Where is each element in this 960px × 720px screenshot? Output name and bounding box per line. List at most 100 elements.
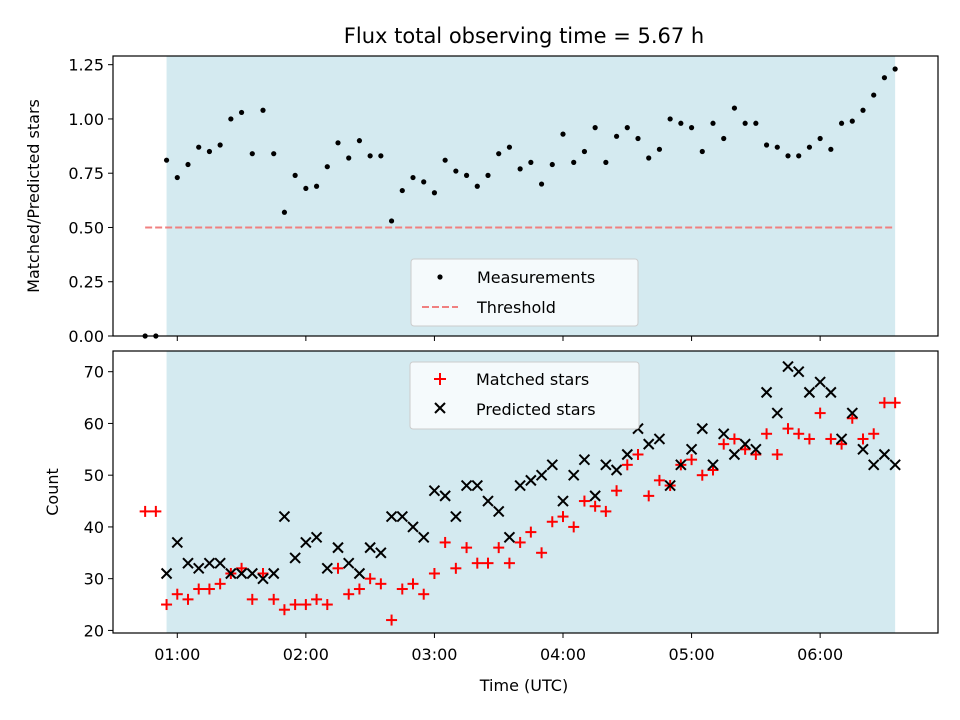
matched-star-point	[611, 485, 623, 497]
predicted-star-point	[396, 510, 408, 523]
measurement-point	[849, 118, 855, 124]
predicted-star-point	[375, 547, 387, 559]
measurement-point	[388, 218, 395, 224]
predicted-star-point	[428, 484, 441, 497]
measurement-point	[699, 148, 705, 155]
matched-star-point	[568, 521, 580, 533]
bottom-y-tick-label: 70	[84, 363, 104, 382]
measurement-point	[399, 187, 405, 194]
measurement-point	[185, 161, 191, 168]
measurement-point	[442, 157, 448, 163]
matched-star-point	[728, 433, 740, 445]
chart-title: Flux total observing time = 5.67 h	[344, 24, 704, 48]
predicted-star-point	[193, 562, 205, 575]
bottom-y-axis-label: Count	[43, 468, 62, 516]
bottom-y-tick-label: 50	[84, 466, 104, 485]
predicted-star-point	[289, 552, 301, 564]
measurement-point	[871, 92, 877, 98]
measurement-point	[753, 120, 759, 126]
measurement-point	[517, 166, 523, 172]
measurement-point	[506, 144, 513, 150]
predicted-star-point	[535, 469, 548, 481]
matched-star-point	[578, 495, 590, 507]
predicted-star-point	[493, 505, 505, 518]
predicted-star-point	[653, 433, 666, 445]
predicted-star-point	[310, 531, 323, 543]
predicted-star-point	[878, 448, 891, 461]
top-y-tick-label: 0.50	[68, 218, 104, 237]
predicted-star-point	[696, 422, 708, 435]
matched-star-point	[782, 423, 794, 435]
bottom-panel-frame	[112, 350, 939, 634]
measurement-point	[721, 135, 727, 142]
matched-star-point	[836, 438, 848, 450]
predicted-star-point	[750, 443, 762, 456]
bottom-y-tick-label: 60	[84, 414, 104, 433]
matched-star-point	[214, 578, 226, 590]
measurement-point	[785, 153, 791, 159]
matched-star-point	[396, 583, 408, 595]
predicted-star-point	[418, 531, 430, 543]
measurement-point	[238, 109, 245, 116]
measurement-point	[603, 159, 609, 165]
measurement-point	[249, 151, 255, 157]
top-y-axis-label: Matched/Predicted stars	[24, 99, 43, 293]
predicted-star-point	[782, 360, 794, 373]
measurement-point	[571, 159, 577, 165]
legend-measurements-label: Measurements	[477, 268, 595, 287]
predicted-star-point	[814, 376, 826, 388]
predicted-star-point	[675, 459, 687, 471]
predicted-star-point	[182, 557, 194, 569]
predicted-star-point	[268, 567, 280, 580]
measurement-point	[335, 140, 341, 146]
matched-star-point	[718, 438, 730, 450]
matched-star-point	[643, 490, 655, 502]
measurement-point	[496, 151, 502, 157]
predicted-star-point	[385, 510, 398, 523]
measurement-point	[271, 151, 277, 157]
matched-star-point	[428, 567, 440, 579]
top-y-tick-label: 0.00	[68, 327, 104, 346]
measurement-point	[763, 142, 770, 148]
predicted-star-point	[760, 386, 773, 399]
measurement-point	[646, 155, 652, 161]
matched-star-point	[375, 578, 387, 590]
predicted-star-point	[643, 438, 655, 450]
legend-matched-label: Matched stars	[476, 370, 589, 389]
matched-star-point	[450, 562, 462, 574]
top-y-tick-label: 1.00	[68, 110, 104, 129]
predicted-star-point	[321, 562, 333, 575]
measurement-point	[453, 168, 459, 174]
predicted-star-point	[600, 459, 612, 471]
matched-star-point	[471, 557, 483, 569]
measurement-point	[538, 181, 545, 187]
matched-star-point	[739, 443, 751, 455]
predicted-star-point	[868, 459, 880, 471]
predicted-star-point	[664, 479, 676, 492]
predicted-star-point	[503, 531, 516, 543]
measurement-point	[581, 148, 588, 155]
legend-matched-marker	[434, 373, 446, 385]
measurement-point	[356, 138, 363, 144]
top-panel: 0.00 0.25 0.50 0.75 1.00 1.25 Matched/Predict…	[24, 55, 939, 346]
measurement-point	[174, 174, 180, 181]
matched-star-point	[696, 469, 708, 481]
measurement-point	[303, 185, 309, 192]
measurement-point	[688, 125, 695, 131]
measurement-point	[796, 153, 802, 159]
predicted-star-point	[771, 407, 783, 419]
matched-star-point	[878, 397, 890, 409]
matched-star-point	[686, 454, 698, 466]
measurement-point	[281, 209, 288, 215]
matched-star-point	[182, 593, 194, 605]
matched-star-point	[203, 583, 215, 595]
measurement-point	[367, 153, 373, 159]
x-axis-label: Time (UTC)	[479, 676, 568, 695]
matched-star-point	[311, 593, 323, 605]
measurement-point	[206, 148, 213, 155]
predicted-star-point	[471, 479, 483, 492]
measurement-point	[624, 125, 630, 131]
bottom-x-tick-label: 05:00	[669, 645, 715, 664]
matched-star-point	[825, 433, 837, 445]
bottom-legend: Matched stars Predicted stars	[409, 361, 640, 430]
